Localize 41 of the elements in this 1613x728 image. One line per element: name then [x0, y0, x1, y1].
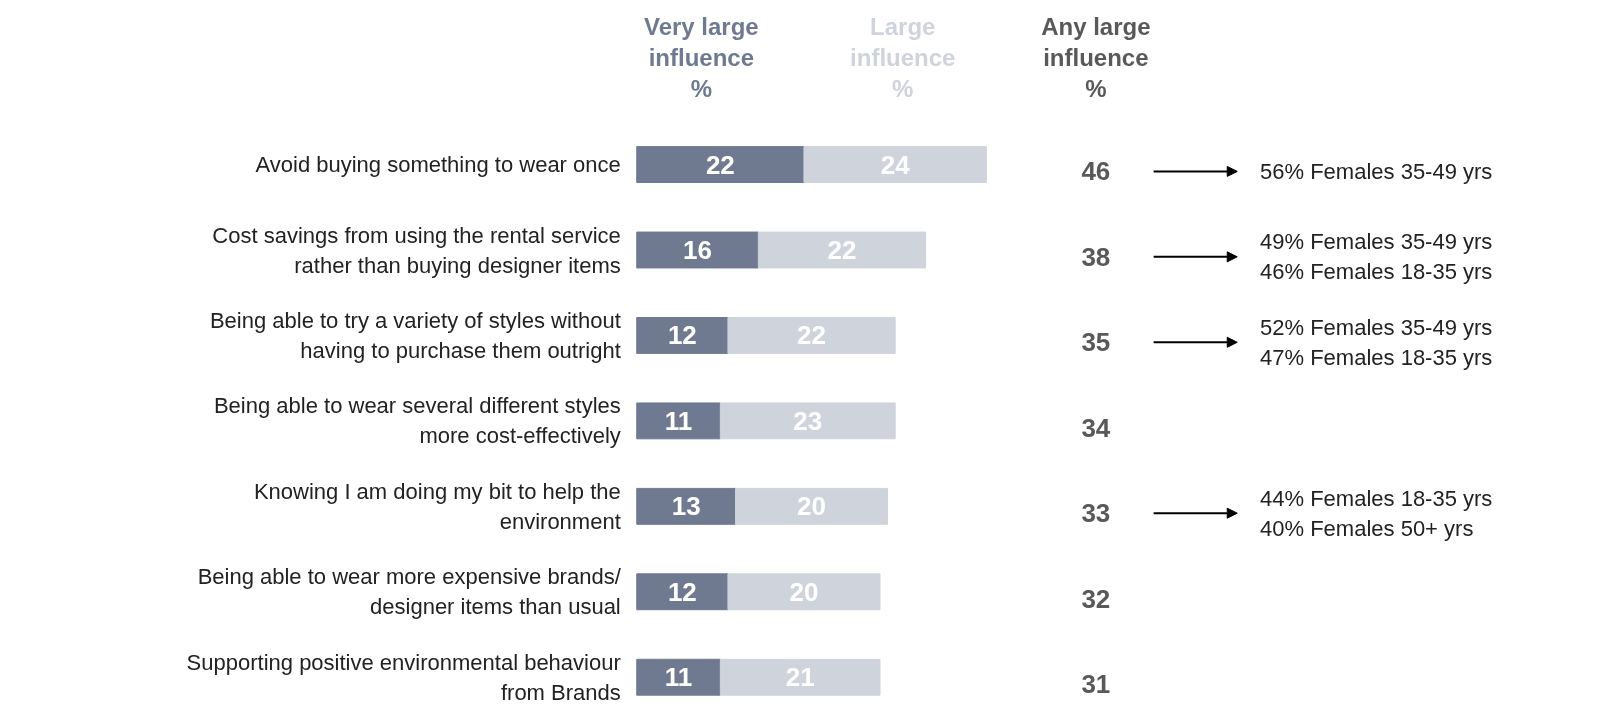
bar	[719, 402, 896, 440]
bar	[636, 658, 721, 696]
bar	[636, 317, 729, 354]
data-label: 11	[664, 405, 693, 436]
y-tick-label: Being able to wear more expensive brands/ designer items than usual	[197, 564, 622, 620]
legend-title: Any large influence %	[1041, 13, 1151, 103]
text: 46	[1081, 156, 1111, 187]
y-tick-label: Avoid buying something to wear once	[255, 152, 621, 178]
text: 49% Females 35-49 yrs 46% Females 18-35 yrs	[1260, 229, 1493, 285]
data-label: 12	[667, 576, 697, 607]
bar	[636, 231, 759, 269]
bar	[735, 487, 889, 525]
data-label: 12	[667, 320, 697, 351]
text: 44% Females 18-35 yrs 40% Females 50+ yrs	[1260, 485, 1493, 541]
bar	[757, 231, 927, 269]
bar	[636, 146, 805, 183]
bar	[636, 487, 737, 525]
bar	[636, 573, 729, 611]
text: 33	[1081, 498, 1111, 529]
bar	[636, 402, 721, 440]
y-tick-label: Cost savings from using the rental service rather than buying designer items	[212, 222, 621, 278]
bar	[727, 317, 896, 354]
text: 52% Females 35-49 yrs 47% Females 18-35 yrs	[1260, 314, 1493, 370]
y-tick-label: Being able to try a variety of styles without having to purchase them outright	[209, 307, 621, 363]
bar	[803, 146, 987, 183]
series-label: Very large influence %	[643, 13, 759, 103]
y-tick-label: Knowing I am doing my bit to help the environment	[253, 478, 621, 534]
data-label: 22	[705, 149, 735, 180]
bar	[727, 573, 881, 611]
bar	[719, 658, 881, 696]
data-label: 16	[683, 235, 712, 265]
text: 35	[1081, 327, 1111, 358]
text: 32	[1081, 583, 1111, 614]
text: 38	[1081, 241, 1111, 272]
data-label: 11	[664, 662, 693, 693]
text: 56% Females 35-49 yrs	[1260, 158, 1493, 184]
data-label: 13	[671, 491, 701, 522]
y-tick-label: Being able to wear several different styles more cost-effectively	[213, 393, 621, 449]
text: 31	[1081, 669, 1111, 700]
text: 34	[1081, 412, 1111, 443]
y-tick-label: Supporting positive environmental behaviour from Brands	[186, 649, 621, 705]
